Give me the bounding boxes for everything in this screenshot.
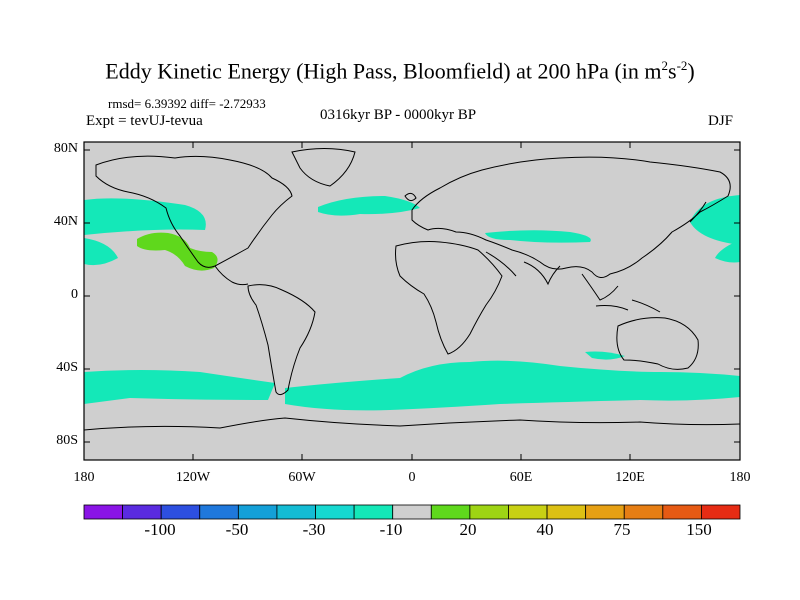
colorbar-box	[122, 504, 162, 520]
coast-antarctica	[83, 417, 741, 431]
lon-label-60e: 60E	[509, 470, 533, 485]
lon-label-0: 0	[408, 470, 416, 485]
lon-ticks	[83, 142, 741, 460]
lat-ticks	[84, 149, 740, 443]
coast-central-america	[214, 265, 249, 286]
colorbar-label: 150	[686, 520, 712, 539]
coast-europe-asia	[411, 156, 731, 278]
colorbar-label: -50	[225, 520, 249, 539]
lat-label-40n: 40N	[53, 214, 78, 229]
region-southern-pacific-band	[84, 370, 275, 404]
colorbar-box	[662, 504, 702, 520]
colorbar-box	[469, 504, 509, 520]
coastlines	[83, 148, 741, 431]
coast-arabia-india	[485, 251, 561, 286]
lat-label-0: 0	[71, 287, 78, 302]
title-end: )	[687, 58, 695, 84]
colorbar-box	[315, 504, 355, 520]
coast-australia	[616, 317, 699, 370]
lon-label-120e: 120E	[615, 470, 645, 485]
colorbar-box	[546, 504, 587, 520]
coast-greenland	[291, 148, 356, 187]
coast-uk	[404, 192, 417, 202]
coast-north-america	[95, 155, 293, 268]
colorbar-box	[701, 504, 741, 520]
lat-label-40s: 40S	[56, 360, 78, 375]
region-southern-atlantic-indian-band	[285, 360, 740, 411]
colorbar-label: -100	[144, 520, 176, 539]
colorbar-box	[276, 504, 316, 520]
season-label: DJF	[708, 113, 734, 129]
region-north-atlantic	[318, 196, 420, 216]
lat-label-80n: 80N	[53, 141, 78, 156]
region-pacific-tropical-east	[84, 238, 118, 266]
colorbar	[83, 504, 741, 520]
lon-label-60w: 60W	[288, 470, 316, 485]
colorbar-box	[353, 504, 394, 520]
colorbar-label: -10	[379, 520, 403, 539]
colorbar-label: -30	[302, 520, 326, 539]
period-label: 0316kyr BP - 0000kyr BP	[320, 107, 477, 123]
experiment-label: Expt = tevUJ-tevua	[86, 113, 203, 129]
colorbar-label: 75	[613, 520, 631, 539]
colorbar-box	[199, 504, 239, 520]
coast-japan	[689, 201, 707, 223]
coast-south-america	[247, 284, 316, 396]
coast-southeast-asia	[581, 273, 619, 301]
lon-label-180w: 180	[73, 470, 95, 485]
region-mediterranean-asia	[485, 230, 591, 243]
title-unit-s: s	[668, 58, 677, 84]
colorbar-box	[392, 504, 432, 520]
lat-label-80s: 80S	[56, 433, 78, 448]
region-indian-australia	[585, 351, 625, 360]
lon-label-180e: 180	[729, 470, 751, 485]
colorbar-label: 20	[459, 520, 477, 539]
colorbar-box	[623, 504, 664, 520]
colorbar-box	[585, 504, 625, 520]
coast-indonesia	[595, 299, 661, 313]
negative-anomaly-regions	[84, 195, 740, 411]
map-title: Eddy Kinetic Energy (High Pass, Bloomfie…	[0, 58, 800, 84]
colorbar-box	[237, 504, 278, 520]
colorbar-box	[160, 504, 201, 520]
coast-africa	[395, 241, 503, 355]
title-sup-2: -2	[676, 58, 688, 73]
map-background	[84, 142, 740, 460]
colorbar-box	[430, 504, 471, 520]
lon-label-120w: 120W	[175, 470, 211, 485]
colorbar-label: 40	[536, 520, 554, 539]
colorbar-box	[508, 504, 548, 520]
title-text: Eddy Kinetic Energy (High Pass, Bloomfie…	[105, 58, 662, 84]
stats-text: rmsd= 6.39392 diff= -2.72933	[108, 96, 266, 111]
colorbar-box	[83, 504, 123, 520]
region-pacific-tropical-west	[715, 240, 740, 263]
region-north-pacific-west	[84, 198, 206, 235]
title-sup-1: 2	[661, 58, 669, 73]
